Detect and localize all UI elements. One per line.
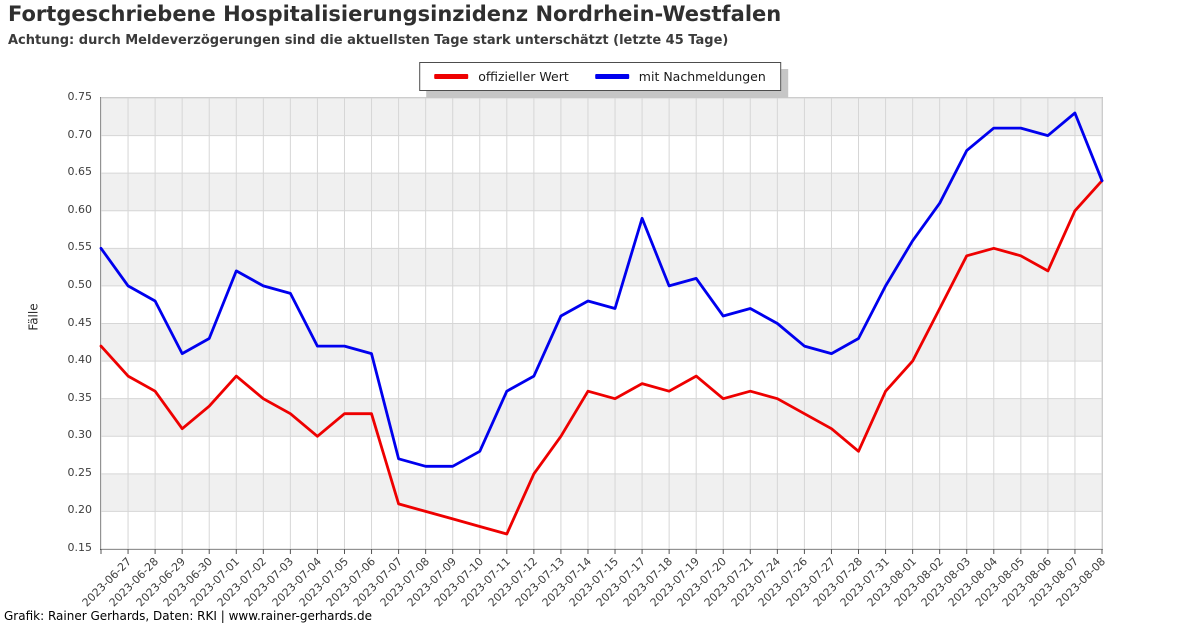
legend-label-official: offizieller Wert bbox=[478, 69, 569, 84]
background-band bbox=[101, 323, 1102, 362]
y-tick-label: 0.20 bbox=[67, 503, 93, 517]
background-band bbox=[101, 248, 1102, 286]
legend-item-official: offizieller Wert bbox=[434, 69, 569, 84]
y-tick-label: 0.65 bbox=[67, 165, 93, 179]
background-band bbox=[101, 173, 1102, 211]
plot-area bbox=[99, 97, 1104, 554]
plot-svg bbox=[99, 97, 1104, 554]
legend-label-nachmeldungen: mit Nachmeldungen bbox=[638, 69, 766, 84]
y-tick-label: 0.55 bbox=[67, 240, 93, 254]
attribution-footer: Grafik: Rainer Gerhards, Daten: RKI | ww… bbox=[4, 609, 372, 623]
background-band bbox=[101, 98, 1102, 136]
background-band bbox=[101, 473, 1102, 512]
legend-item-nachmeldungen: mit Nachmeldungen bbox=[594, 69, 766, 84]
official-value-line bbox=[99, 179, 1104, 536]
y-tick-label: 0.15 bbox=[67, 541, 93, 554]
y-tick-label: 0.35 bbox=[67, 390, 93, 404]
y-tick-label: 0.45 bbox=[67, 315, 93, 329]
red-line-swatch bbox=[434, 74, 469, 79]
y-tick-label: 0.70 bbox=[67, 127, 93, 141]
y-tick-label: 0.40 bbox=[67, 353, 93, 367]
blue-line-swatch bbox=[594, 74, 629, 79]
page-title: Fortgeschriebene Hospitalisierungsinzide… bbox=[8, 2, 782, 26]
y-tick-label: 0.75 bbox=[67, 90, 93, 103]
nachmeldungen-line bbox=[99, 111, 1104, 468]
y-tick-label: 0.30 bbox=[67, 428, 93, 442]
chart-subtitle: Achtung: durch Meldeverzögerungen sind d… bbox=[8, 33, 729, 48]
y-tick-label: 0.60 bbox=[67, 202, 93, 216]
background-band bbox=[101, 398, 1102, 437]
y-tick-label: 0.50 bbox=[67, 277, 93, 291]
y-tick-label: 0.25 bbox=[67, 465, 93, 479]
legend: offizieller Wert mit Nachmeldungen bbox=[419, 62, 781, 91]
